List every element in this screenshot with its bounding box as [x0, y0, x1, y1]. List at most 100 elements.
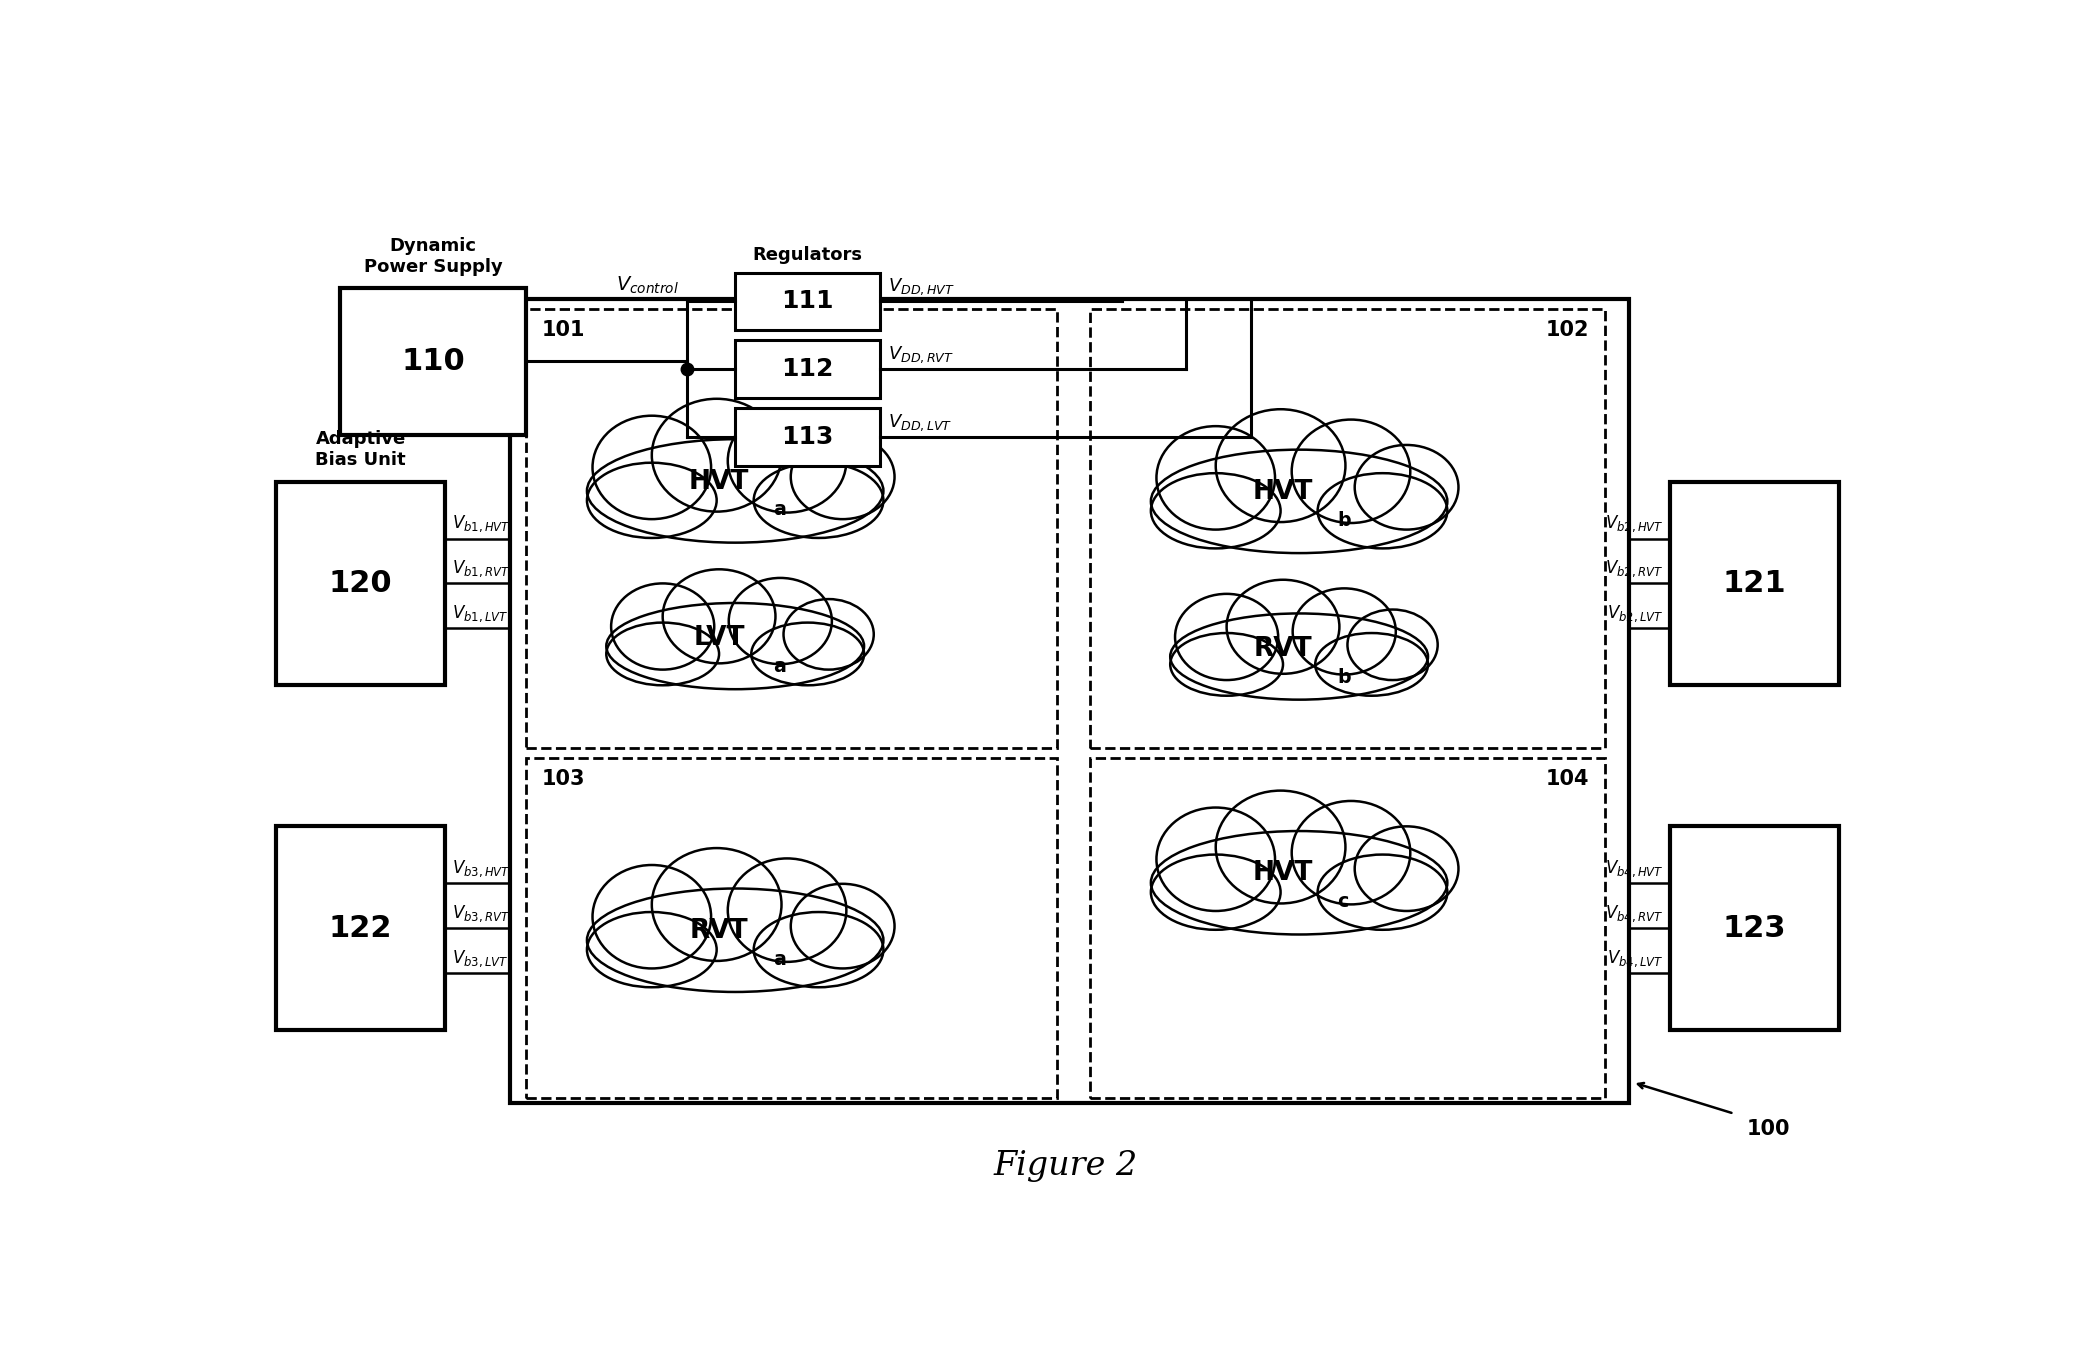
Ellipse shape [784, 598, 873, 669]
Text: Regulators: Regulators [753, 246, 863, 265]
Text: $V_{b2,HVT}$: $V_{b2,HVT}$ [1605, 514, 1663, 535]
Text: 101: 101 [543, 319, 586, 339]
Text: $V_{b2,RVT}$: $V_{b2,RVT}$ [1605, 559, 1663, 579]
Text: 110: 110 [401, 347, 466, 376]
Text: HVT: HVT [1254, 860, 1314, 886]
Ellipse shape [1291, 801, 1410, 904]
Text: 103: 103 [543, 769, 586, 788]
Text: 122: 122 [328, 913, 393, 943]
Bar [526, 759, 1058, 1098]
Text: $V_{b3,RVT}$: $V_{b3,RVT}$ [451, 904, 509, 924]
Ellipse shape [586, 463, 717, 537]
Ellipse shape [1318, 855, 1447, 930]
Bar [1669, 826, 1840, 1030]
Ellipse shape [1293, 589, 1395, 674]
Ellipse shape [1152, 474, 1281, 548]
Text: a: a [773, 950, 786, 969]
Ellipse shape [1156, 807, 1274, 911]
Bar [736, 408, 879, 465]
Bar [736, 273, 879, 330]
Ellipse shape [730, 578, 832, 664]
Text: 104: 104 [1545, 769, 1588, 788]
Ellipse shape [1152, 855, 1281, 930]
Ellipse shape [1318, 474, 1447, 548]
Text: c: c [1337, 892, 1349, 911]
Text: b: b [1337, 510, 1351, 529]
Text: $V_{b1,LVT}$: $V_{b1,LVT}$ [451, 604, 507, 624]
Bar [509, 299, 1630, 1103]
Text: HVT: HVT [688, 468, 748, 494]
Text: 102: 102 [1545, 319, 1588, 339]
Ellipse shape [593, 864, 711, 969]
Text: Dynamic
Power Supply: Dynamic Power Supply [364, 237, 503, 275]
Ellipse shape [755, 912, 884, 988]
Ellipse shape [1170, 632, 1283, 696]
Text: a: a [773, 657, 786, 676]
Ellipse shape [1152, 830, 1447, 935]
Text: $V_{DD,LVT}$: $V_{DD,LVT}$ [888, 413, 952, 433]
Bar [526, 309, 1058, 748]
Ellipse shape [653, 399, 782, 512]
Text: $V_{b1,RVT}$: $V_{b1,RVT}$ [451, 559, 509, 579]
Text: $V_{b1,HVT}$: $V_{b1,HVT}$ [451, 514, 509, 535]
Text: 120: 120 [328, 569, 393, 598]
Ellipse shape [593, 415, 711, 520]
Ellipse shape [1291, 419, 1410, 522]
Text: 121: 121 [1723, 569, 1786, 598]
Ellipse shape [1356, 445, 1459, 529]
Ellipse shape [607, 623, 719, 685]
Ellipse shape [1175, 594, 1279, 680]
Text: HVT: HVT [1254, 479, 1314, 505]
Text: LVT: LVT [692, 626, 744, 651]
Ellipse shape [611, 584, 715, 669]
Ellipse shape [1316, 632, 1428, 696]
Text: $V_{b4,LVT}$: $V_{b4,LVT}$ [1607, 949, 1663, 969]
Text: b: b [1337, 668, 1351, 687]
Text: 123: 123 [1723, 913, 1786, 943]
Bar [1669, 482, 1840, 685]
Ellipse shape [1347, 609, 1439, 680]
Ellipse shape [728, 859, 846, 962]
Ellipse shape [1170, 613, 1428, 700]
Ellipse shape [586, 889, 884, 992]
Bar [1089, 309, 1605, 748]
Text: $V_{b2,LVT}$: $V_{b2,LVT}$ [1607, 604, 1663, 624]
Text: $V_{b4,RVT}$: $V_{b4,RVT}$ [1605, 904, 1663, 924]
Ellipse shape [1216, 410, 1345, 522]
Text: $V_{b4,HVT}$: $V_{b4,HVT}$ [1605, 859, 1663, 879]
Text: 113: 113 [782, 425, 834, 449]
Ellipse shape [607, 603, 865, 689]
Ellipse shape [728, 408, 846, 513]
Ellipse shape [755, 463, 884, 537]
Bar [277, 826, 445, 1030]
Text: 111: 111 [782, 289, 834, 313]
Bar [341, 288, 526, 434]
Ellipse shape [1156, 426, 1274, 529]
Text: 112: 112 [782, 357, 834, 381]
Text: $V_{DD,HVT}$: $V_{DD,HVT}$ [888, 277, 954, 297]
Ellipse shape [586, 912, 717, 988]
Ellipse shape [790, 434, 894, 520]
Ellipse shape [1227, 579, 1339, 674]
Ellipse shape [790, 883, 894, 969]
Text: $V_{DD,RVT}$: $V_{DD,RVT}$ [888, 345, 954, 365]
Text: Adaptive
Bias Unit: Adaptive Bias Unit [316, 430, 405, 470]
Text: RVT: RVT [1254, 635, 1312, 662]
Bar [736, 341, 879, 398]
Bar [1089, 759, 1605, 1098]
Ellipse shape [653, 848, 782, 961]
Text: $V_{control}$: $V_{control}$ [615, 274, 678, 296]
Text: $V_{b3,LVT}$: $V_{b3,LVT}$ [451, 949, 507, 969]
Ellipse shape [751, 623, 865, 685]
Ellipse shape [586, 440, 884, 543]
Ellipse shape [1152, 449, 1447, 554]
Text: a: a [773, 501, 786, 520]
Ellipse shape [1216, 791, 1345, 904]
Bar [277, 482, 445, 685]
Text: $V_{b3,HVT}$: $V_{b3,HVT}$ [451, 859, 509, 879]
Text: RVT: RVT [690, 917, 748, 944]
Ellipse shape [1356, 826, 1459, 911]
Text: 100: 100 [1746, 1120, 1790, 1139]
Ellipse shape [663, 570, 775, 664]
Text: Figure 2: Figure 2 [994, 1149, 1137, 1182]
